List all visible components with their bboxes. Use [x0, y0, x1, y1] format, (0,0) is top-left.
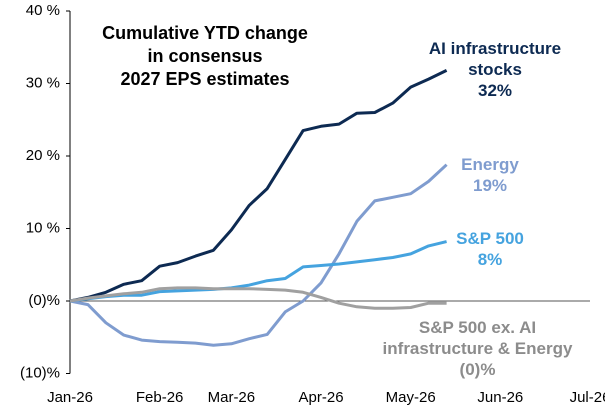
end-label: (0)%	[459, 360, 496, 379]
series-name: S&P 500	[456, 229, 524, 248]
end-label: 19%	[472, 176, 508, 195]
y-tick-label: (10)%	[20, 364, 60, 381]
x-tick-label: Jan-26	[47, 389, 93, 406]
series-line	[69, 163, 448, 347]
series-line	[69, 240, 447, 303]
x-tick-label: Apr-26	[299, 389, 344, 406]
y-tick-label: 40 %	[26, 2, 60, 19]
series-line	[69, 69, 448, 303]
series-line	[69, 286, 447, 310]
y-tick-label: (0)%	[28, 292, 60, 309]
series-name: S&P 500 ex. AI infrastructure & Energy	[382, 318, 573, 358]
series-label: S&P 500 8%	[420, 228, 560, 270]
x-tick-label: Jun-26	[477, 389, 523, 406]
x-tick-label: Mar-26	[208, 389, 256, 406]
x-tick-label: May-26	[386, 389, 436, 406]
x-tick-label: Jul-26	[570, 389, 605, 406]
end-label: 32%	[477, 81, 513, 100]
x-tick-label: Feb-26	[136, 389, 184, 406]
series-label: S&P 500 ex. AI infrastructure & Energy (0…	[350, 317, 605, 380]
y-tick-label: 30 %	[26, 74, 60, 91]
chart-title: Cumulative YTD change in consensus 2027 …	[102, 23, 308, 89]
y-tick-label: 10 %	[26, 219, 60, 236]
y-tick-label: 20 %	[26, 147, 60, 164]
series-name: Energy	[461, 155, 519, 174]
end-label: 8%	[477, 250, 503, 269]
series-label: Energy 19%	[420, 154, 560, 196]
series-name: AI infrastructure stocks	[428, 39, 562, 79]
series-label: AI infrastructure stocks 32%	[405, 38, 585, 101]
